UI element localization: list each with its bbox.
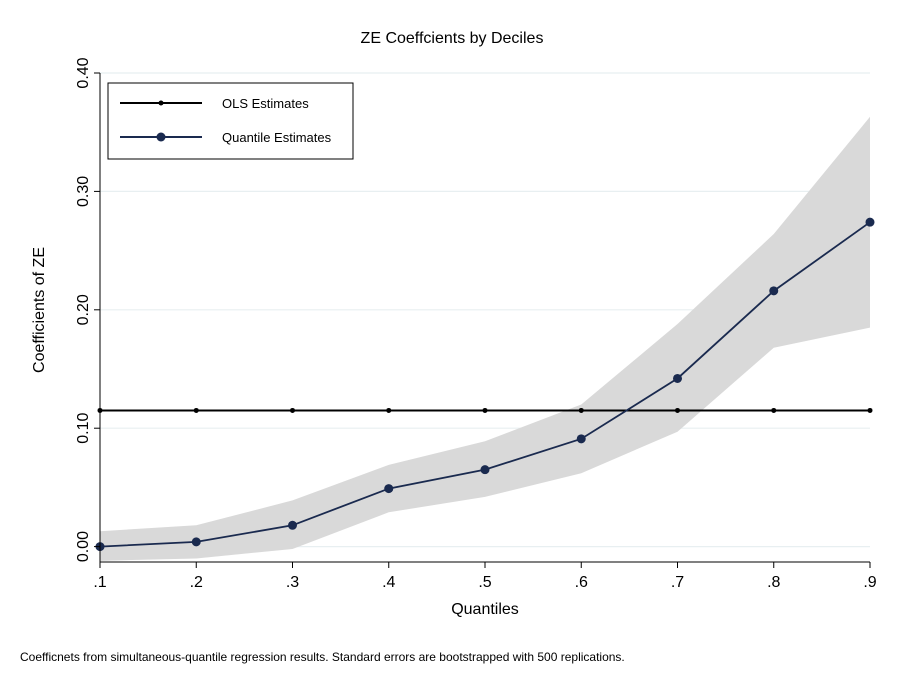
point-ols-estimates-8 xyxy=(867,407,873,413)
series-lines xyxy=(95,217,875,552)
x-axis-label: Quantiles xyxy=(451,601,519,618)
y-tick-label-0: 0.00 xyxy=(75,531,92,562)
point-quantile-estimates-6 xyxy=(673,373,682,383)
x-tick-label-3: .4 xyxy=(382,574,395,591)
x-tick-label-7: .8 xyxy=(767,574,780,591)
legend-quantile-label: Quantile Estimates xyxy=(222,130,332,145)
x-tick-label-4: .5 xyxy=(478,574,491,591)
point-quantile-estimates-2 xyxy=(288,520,297,530)
point-ols-estimates-7 xyxy=(771,407,777,413)
point-ols-estimates-2 xyxy=(290,407,295,413)
x-tick-label-2: .3 xyxy=(286,574,299,591)
chart-title: ZE Coeffcients by Deciles xyxy=(361,30,544,47)
y-tick-label-2: 0.20 xyxy=(75,294,92,325)
point-ols-estimates-5 xyxy=(578,407,584,413)
gridlines xyxy=(100,72,870,548)
y-tick-label-1: 0.10 xyxy=(75,413,92,444)
point-quantile-estimates-5 xyxy=(576,434,586,444)
y-tick-label-3: 0.30 xyxy=(75,176,92,207)
ci-band xyxy=(100,116,870,561)
y-tick-label-4: 0.40 xyxy=(75,57,92,88)
point-quantile-estimates-3 xyxy=(384,484,394,494)
y-axis-label: Coefficients of ZE xyxy=(31,247,48,373)
legend-ols-label: OLS Estimates xyxy=(222,96,309,111)
x-tick-label-5: .6 xyxy=(575,574,588,591)
point-ols-estimates-4 xyxy=(482,407,488,413)
x-tick-label-0: .1 xyxy=(93,574,106,591)
point-ols-estimates-6 xyxy=(675,407,680,413)
point-quantile-estimates-4 xyxy=(480,465,490,475)
legend-quantile-marker xyxy=(156,132,166,142)
x-tick-label-6: .7 xyxy=(671,574,684,591)
legend-ols-marker xyxy=(158,100,164,106)
axes: 0.00 0.10 0.20 0.30 0.40 .1 .2 .3 .4 .5 .6 .7 .8 .9 xyxy=(75,57,877,591)
point-quantile-estimates-7 xyxy=(769,286,779,296)
x-tick-label-1: .2 xyxy=(190,574,203,591)
point-ols-estimates-1 xyxy=(193,407,199,413)
point-quantile-estimates-8 xyxy=(865,217,875,227)
footnote: Coefficnets from simultaneous-quantile r… xyxy=(20,650,625,664)
legend: OLS Estimates Quantile Estimates xyxy=(107,82,354,160)
confidence-band xyxy=(100,116,870,561)
x-tick-label-8: .9 xyxy=(863,574,876,591)
point-quantile-estimates-1 xyxy=(191,537,201,547)
point-ols-estimates-3 xyxy=(386,407,392,413)
legend-box xyxy=(107,82,354,160)
